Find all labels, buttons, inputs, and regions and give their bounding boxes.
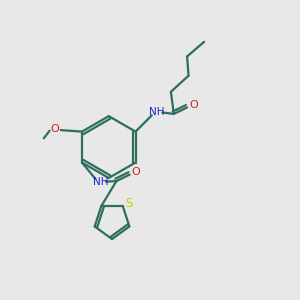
Text: S: S: [125, 197, 132, 210]
Text: O: O: [189, 100, 198, 110]
Text: O: O: [50, 124, 59, 134]
Text: O: O: [132, 167, 141, 177]
Text: NH: NH: [149, 107, 165, 118]
Text: NH: NH: [93, 177, 108, 187]
